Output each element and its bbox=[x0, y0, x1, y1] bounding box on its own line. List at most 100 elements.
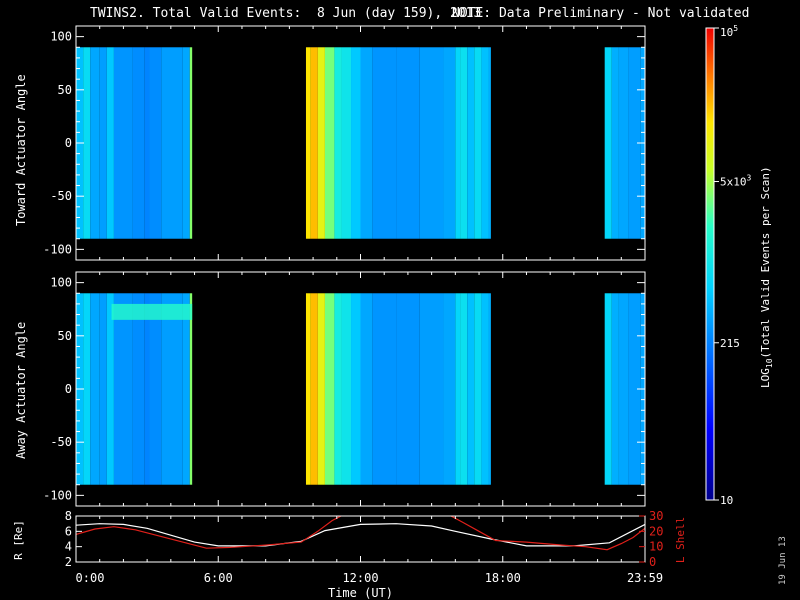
top-panel-data-column bbox=[604, 47, 612, 239]
middle-panel-data-column bbox=[310, 293, 318, 485]
middle-panel-data-column bbox=[334, 293, 342, 485]
top-panel-data-column bbox=[443, 47, 456, 239]
top-panel-ylabel: Toward Actuator Angle bbox=[14, 74, 28, 226]
middle-panel-data-column bbox=[443, 293, 456, 485]
x-tick-label: 0:00 bbox=[76, 571, 105, 585]
top-panel-data-column bbox=[99, 47, 107, 239]
x-tick-label: 12:00 bbox=[342, 571, 378, 585]
preliminary-note: NOTE: Data Preliminary - Not validated bbox=[452, 6, 750, 21]
middle-panel-data-column bbox=[149, 293, 162, 485]
colorbar-tick-label: 105 bbox=[720, 24, 738, 39]
middle-panel-data-column bbox=[324, 293, 335, 485]
y2-tick-label: 20 bbox=[649, 524, 663, 538]
datestamp: 19 Jun 13 bbox=[778, 536, 788, 585]
middle-panel-data-column bbox=[113, 293, 133, 485]
top-panel-data-column bbox=[310, 47, 318, 239]
middle-panel-data-column bbox=[611, 293, 619, 485]
middle-panel-data-column bbox=[106, 293, 114, 485]
y2-tick-label: 0 bbox=[649, 555, 656, 569]
middle-panel-data-column bbox=[189, 293, 193, 485]
top-panel-data-column bbox=[132, 47, 145, 239]
top-panel-data-column bbox=[324, 47, 335, 239]
middle-panel-data-column bbox=[481, 293, 489, 485]
y-tick-label: 50 bbox=[58, 83, 72, 97]
middle-panel-data-column bbox=[99, 293, 107, 485]
top-panel-data-column bbox=[182, 47, 190, 239]
y-tick-label: 50 bbox=[58, 329, 72, 343]
middle-panel-data-column bbox=[182, 293, 190, 485]
top-panel-data-column bbox=[106, 47, 114, 239]
middle-panel-data-column bbox=[144, 293, 150, 485]
top-panel-data-column bbox=[488, 47, 491, 239]
top-panel-data-column bbox=[149, 47, 162, 239]
middle-panel-data-column bbox=[83, 293, 91, 485]
middle-panel-band bbox=[111, 303, 193, 320]
top-panel-data-column bbox=[161, 47, 183, 239]
ephem-y2label: L Shell bbox=[674, 517, 687, 563]
middle-panel-data-column bbox=[351, 293, 361, 485]
y-tick-label: 2 bbox=[65, 555, 72, 569]
ephem-ylabel: R [Re] bbox=[12, 520, 25, 560]
top-panel-data-column bbox=[90, 47, 100, 239]
top-panel-data-column bbox=[305, 47, 311, 239]
middle-panel-data-column bbox=[161, 293, 183, 485]
colorbar-label: LOG10(Total Valid Events per Scan) bbox=[759, 166, 775, 388]
top-panel-data-column bbox=[455, 47, 461, 239]
top-panel-data-column bbox=[419, 47, 444, 239]
figure-title: TWINS2. Total Valid Events: 8 Jun (day 1… bbox=[90, 6, 482, 21]
top-panel-data-column bbox=[618, 47, 629, 239]
y-tick-label: -50 bbox=[50, 435, 72, 449]
middle-panel-data-column bbox=[305, 293, 311, 485]
middle-panel-data-column bbox=[460, 293, 468, 485]
middle-panel-data-column bbox=[132, 293, 145, 485]
x-tick-label: 6:00 bbox=[204, 571, 233, 585]
y-tick-label: -50 bbox=[50, 189, 72, 203]
middle-panel-data-column bbox=[467, 293, 475, 485]
ephem-frame bbox=[75, 515, 646, 563]
y2-tick-label: 30 bbox=[649, 509, 663, 523]
top-panel-data-column bbox=[341, 47, 352, 239]
middle-panel-data-column bbox=[341, 293, 352, 485]
top-panel-data-column bbox=[189, 47, 193, 239]
top-panel-data-column bbox=[372, 47, 397, 239]
top-panel-data-column bbox=[113, 47, 133, 239]
middle-panel-data-column bbox=[618, 293, 629, 485]
top-panel-data-column bbox=[474, 47, 482, 239]
y-tick-label: -100 bbox=[43, 488, 72, 502]
y-tick-label: 8 bbox=[65, 509, 72, 523]
middle-panel-data-column bbox=[474, 293, 482, 485]
colorbar-tick-label: 10 bbox=[720, 494, 733, 507]
colorbar bbox=[705, 27, 715, 501]
middle-panel-data-column bbox=[604, 293, 612, 485]
top-panel-data-column bbox=[351, 47, 361, 239]
y-tick-label: 0 bbox=[65, 136, 72, 150]
middle-panel-data-column bbox=[317, 293, 325, 485]
middle-panel-data-column bbox=[90, 293, 100, 485]
top-panel-data-column bbox=[467, 47, 475, 239]
middle-panel-ylabel: Away Actuator Angle bbox=[14, 321, 28, 459]
top-panel-data-column bbox=[481, 47, 489, 239]
top-panel-data-column bbox=[144, 47, 150, 239]
middle-panel-data-column bbox=[372, 293, 397, 485]
top-panel-data-column bbox=[628, 47, 641, 239]
x-tick-label: 18:00 bbox=[485, 571, 521, 585]
middle-panel-data-column bbox=[488, 293, 491, 485]
colorbar-tick-label: 215 bbox=[720, 337, 740, 350]
x-tick-label: 23:59 bbox=[627, 571, 663, 585]
top-panel-data-column bbox=[460, 47, 468, 239]
top-panel-data-column bbox=[334, 47, 342, 239]
top-panel-data-column bbox=[83, 47, 91, 239]
y-tick-label: 100 bbox=[50, 276, 72, 290]
middle-panel-data-column bbox=[396, 293, 420, 485]
y2-tick-label: 10 bbox=[649, 540, 663, 554]
middle-panel-data-column bbox=[628, 293, 641, 485]
r-series-line bbox=[76, 523, 645, 547]
y-tick-label: 4 bbox=[65, 540, 72, 554]
y-tick-label: 0 bbox=[65, 382, 72, 396]
l-shell-line-2 bbox=[449, 516, 645, 551]
middle-panel-data-column bbox=[419, 293, 444, 485]
x-axis-label: Time (UT) bbox=[328, 586, 393, 600]
top-panel-data-column bbox=[360, 47, 373, 239]
middle-panel-data-column bbox=[360, 293, 373, 485]
middle-panel-data-column bbox=[455, 293, 461, 485]
